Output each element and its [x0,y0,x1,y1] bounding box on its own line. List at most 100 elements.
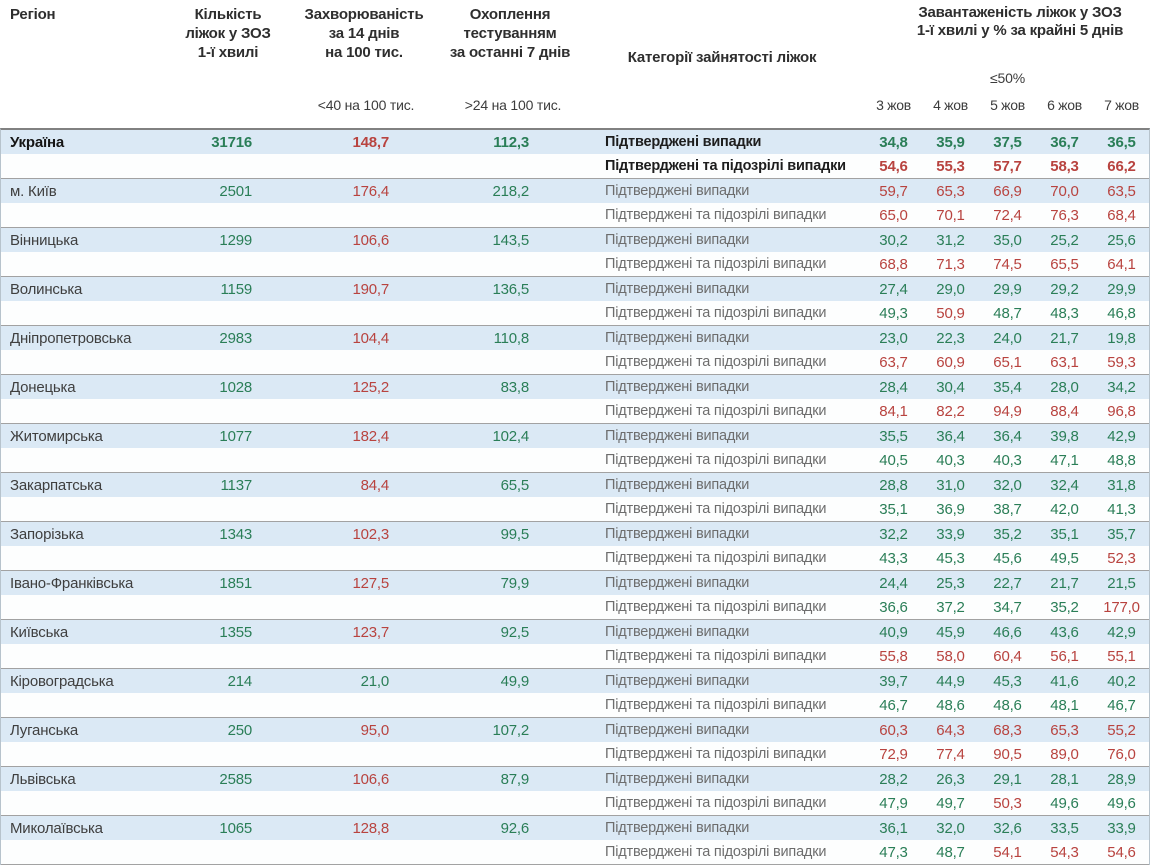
table-body: Україна 31716 148,7 112,3 Підтверджені випад… [0,128,1150,865]
category-label-confirmed: Підтверджені випадки [605,232,750,248]
occupancy-value: 65,1 [993,353,1022,371]
occupancy-value: 29,9 [993,280,1022,298]
category-label-confirmed: Підтверджені випадки [605,428,750,444]
category-label-confirmed-suspected: Підтверджені та підозрілі випадки [605,256,827,272]
occupancy-value: 27,4 [879,280,908,298]
occupancy-value: 49,5 [1050,549,1079,567]
occupancy-value: 31,8 [1107,476,1136,494]
occupancy-threshold-label: ≤50% [990,70,1025,86]
occupancy-value: 28,2 [879,770,908,788]
date-label: 5 жов [990,97,1025,113]
occupancy-value: 25,3 [936,574,965,592]
beds-value: 214 [227,672,253,690]
region-summary-row: Київська 1355 123,7 92,5 Підтверджені випадк… [1,620,1149,644]
incidence-value: 128,8 [352,819,389,837]
header-region: Регіон [10,6,56,23]
region-suspected-row: Підтверджені та підозрілі випадки 40,5 40,… [1,448,1149,472]
beds-value: 1851 [219,574,252,592]
occupancy-value: 58,3 [1050,157,1079,175]
region-block: Донецька 1028 125,2 83,8 Підтверджені випадк… [1,375,1149,424]
category-label-confirmed-suspected: Підтверджені та підозрілі випадки [605,207,827,223]
category-label-confirmed: Підтверджені випадки [605,526,750,542]
occupancy-value: 35,2 [993,525,1022,543]
occupancy-value: 68,4 [1107,206,1136,224]
occupancy-value: 56,1 [1050,647,1079,665]
occupancy-value: 43,3 [879,549,908,567]
region-block: м. Київ 2501 176,4 218,2 Підтверджені випадк… [1,179,1149,228]
occupancy-value: 29,1 [993,770,1022,788]
occupancy-value: 46,7 [1107,696,1136,714]
category-label-confirmed-suspected: Підтверджені та підозрілі випадки [605,648,827,664]
occupancy-value: 64,3 [936,721,965,739]
header-coverage: Охоплення тестуванням за останні 7 днів [449,6,571,61]
occupancy-value: 36,5 [1107,133,1136,151]
occupancy-value: 90,5 [993,745,1022,763]
occupancy-value: 45,3 [936,549,965,567]
header-bed-occupancy-categories: Категорії зайнятості ліжок [627,49,817,66]
occupancy-value: 44,9 [936,672,965,690]
region-suspected-row: Підтверджені та підозрілі випадки 65,0 70,… [1,203,1149,227]
region-block: Львівська 2585 106,6 87,9 Підтверджені випад… [1,767,1149,816]
occupancy-value: 63,1 [1050,353,1079,371]
occupancy-value: 63,5 [1107,182,1136,200]
region-summary-row: Вінницька 1299 106,6 143,5 Підтверджені випа… [1,228,1149,252]
occupancy-value: 36,4 [993,427,1022,445]
coverage-value: 143,5 [492,231,529,249]
occupancy-value: 32,4 [1050,476,1079,494]
region-block: Івано-Франківська 1851 127,5 79,9 Підтвердже… [1,571,1149,620]
occupancy-value: 50,3 [993,794,1022,812]
occupancy-value: 48,7 [993,304,1022,322]
date-label: 6 жов [1047,97,1082,113]
occupancy-value: 42,9 [1107,427,1136,445]
region-block: Волинська 1159 190,7 136,5 Підтверджені випа… [1,277,1149,326]
incidence-value: 148,7 [352,133,389,151]
occupancy-value: 22,3 [936,329,965,347]
region-block: Дніпропетровська 2983 104,4 110,8 Підтвердже… [1,326,1149,375]
occupancy-value: 35,7 [1107,525,1136,543]
occupancy-value: 47,3 [879,843,908,861]
occupancy-value: 29,9 [1107,280,1136,298]
coverage-value: 65,5 [500,476,530,494]
date-label: 4 жов [933,97,968,113]
occupancy-value: 35,2 [1050,598,1079,616]
region-summary-row: Дніпропетровська 2983 104,4 110,8 Підтвердже… [1,326,1149,350]
region-suspected-row: Підтверджені та підозрілі випадки 63,7 60,… [1,350,1149,374]
incidence-value: 106,6 [352,231,389,249]
occupancy-value: 41,3 [1107,500,1136,518]
beds-value: 2501 [219,182,252,200]
occupancy-value: 35,9 [936,133,965,151]
region-name: Житомирська [10,427,103,445]
occupancy-value: 57,7 [993,157,1022,175]
region-summary-row: Закарпатська 1137 84,4 65,5 Підтверджені вип… [1,473,1149,497]
category-label-confirmed: Підтверджені випадки [605,722,750,738]
incidence-value: 104,4 [352,329,389,347]
region-name: Дніпропетровська [10,329,132,347]
region-summary-row: Кіровоградська 214 21,0 49,9 Підтверджені ви… [1,669,1149,693]
occupancy-value: 32,0 [936,819,965,837]
occupancy-value: 41,6 [1050,672,1079,690]
region-name: Київська [10,623,69,641]
occupancy-value: 40,9 [879,623,908,641]
occupancy-value: 36,4 [936,427,965,445]
region-suspected-row: Підтверджені та підозрілі випадки 47,9 49,… [1,791,1149,815]
category-label-confirmed-suspected: Підтверджені та підозрілі випадки [605,501,827,517]
occupancy-value: 63,7 [879,353,908,371]
region-summary-row: Миколаївська 1065 128,8 92,6 Підтверджені ви… [1,816,1149,840]
coverage-value: 79,9 [500,574,530,592]
beds-value: 1343 [219,525,252,543]
occupancy-value: 31,2 [936,231,965,249]
incidence-value: 127,5 [352,574,389,592]
beds-value: 31716 [211,133,252,151]
category-label-confirmed-suspected: Підтверджені та підозрілі випадки [605,403,827,419]
occupancy-value: 28,0 [1050,378,1079,396]
occupancy-value: 28,4 [879,378,908,396]
beds-value: 1355 [219,623,252,641]
occupancy-value: 60,3 [879,721,908,739]
incidence-value: 190,7 [352,280,389,298]
occupancy-value: 21,7 [1050,574,1079,592]
occupancy-value: 37,5 [993,133,1022,151]
region-name: Україна [10,133,64,151]
region-block: Закарпатська 1137 84,4 65,5 Підтверджені вип… [1,473,1149,522]
category-label-confirmed: Підтверджені випадки [605,673,750,689]
region-summary-row: Запорізька 1343 102,3 99,5 Підтверджені випа… [1,522,1149,546]
